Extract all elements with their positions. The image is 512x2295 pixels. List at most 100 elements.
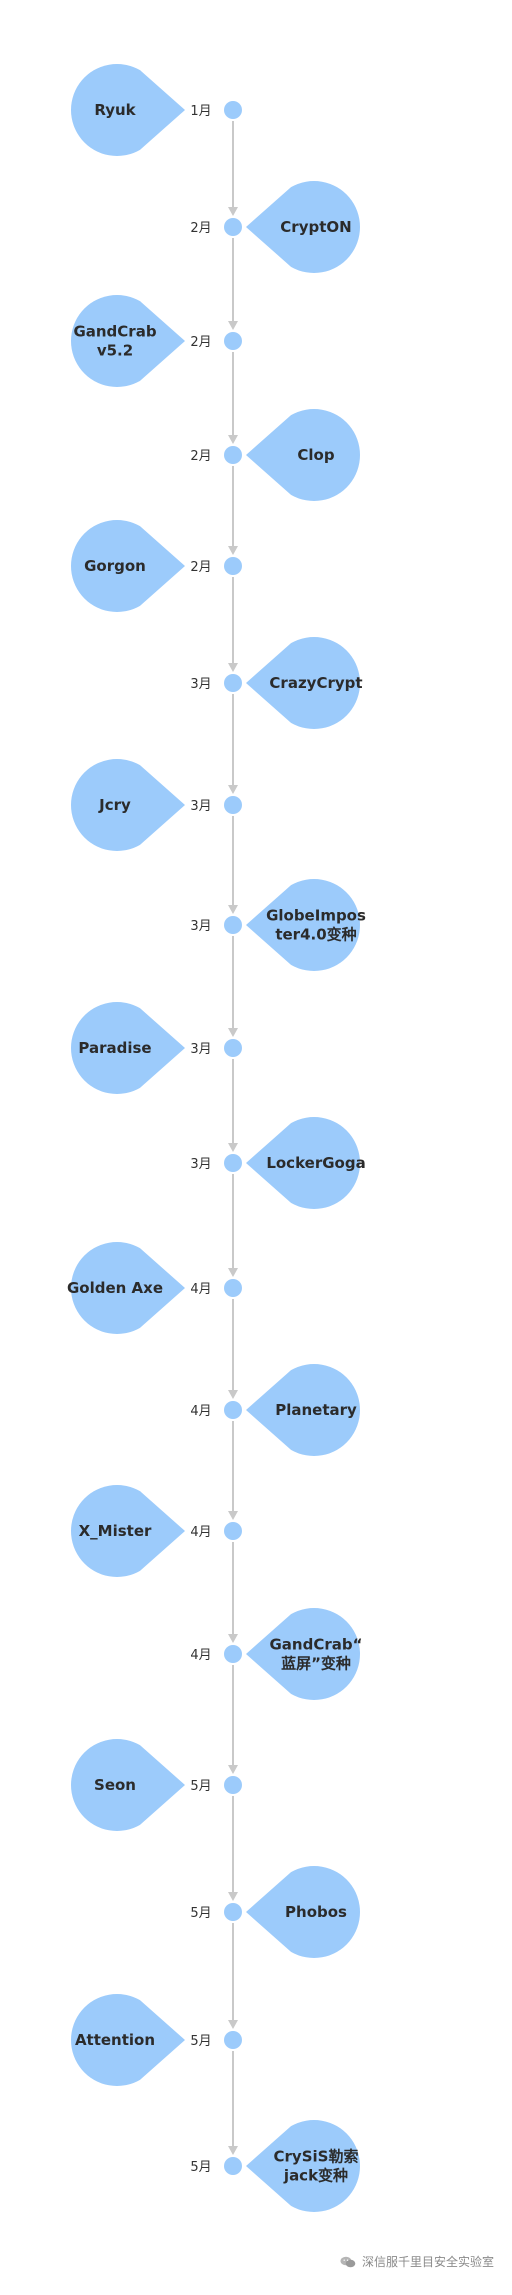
timeline-event: 4月 Golden Axe	[67, 1242, 242, 1334]
month-label: 5月	[190, 1779, 211, 1794]
timeline-dot	[224, 796, 242, 814]
timeline-dot	[224, 1645, 242, 1663]
timeline-dot	[224, 446, 242, 464]
timeline-event: 2月 Gorgon	[71, 520, 242, 612]
connector-arrow	[228, 1923, 238, 2029]
timeline-dot	[224, 1522, 242, 1540]
timeline-dot	[224, 1776, 242, 1794]
timeline-event: 1月 Ryuk	[71, 64, 242, 156]
month-label: 3月	[190, 799, 211, 814]
connector-arrow	[228, 816, 238, 914]
connector-arrow	[228, 466, 238, 555]
timeline-dot	[224, 557, 242, 575]
timeline-dot	[224, 332, 242, 350]
timeline-event: 2月 CryptON	[190, 181, 360, 273]
ransomware-name: Golden Axe	[67, 1279, 163, 1297]
timeline-event: 4月 GandCrab“蓝屏”变种	[190, 1608, 362, 1700]
month-label: 4月	[190, 1404, 211, 1419]
month-label: 4月	[190, 1282, 211, 1297]
ransomware-name: Attention	[75, 2031, 155, 2049]
timeline-dot	[224, 2031, 242, 2049]
month-label: 3月	[190, 1157, 211, 1172]
connector-arrow	[228, 2051, 238, 2155]
month-label: 2月	[190, 560, 211, 575]
month-label: 3月	[190, 677, 211, 692]
ransomware-name: Paradise	[78, 1039, 151, 1057]
connector-layer	[228, 121, 238, 2155]
month-label: 3月	[190, 1042, 211, 1057]
month-label: 4月	[190, 1525, 211, 1540]
ransomware-name: Clop	[297, 446, 334, 464]
connector-arrow	[228, 1665, 238, 1774]
connector-arrow	[228, 352, 238, 444]
ransomware-name: GandCrab“	[270, 1636, 363, 1654]
wechat-icon	[340, 2256, 356, 2268]
timeline-event: 5月 Attention	[71, 1994, 242, 2086]
connector-arrow	[228, 694, 238, 794]
month-label: 4月	[190, 1648, 211, 1663]
timeline-dot	[224, 101, 242, 119]
timeline-dot	[224, 916, 242, 934]
month-label: 2月	[190, 449, 211, 464]
watermark: 深信服千里目安全实验室	[340, 2253, 494, 2270]
ransomware-name: Seon	[94, 1776, 136, 1794]
month-label: 3月	[190, 919, 211, 934]
timeline-dot	[224, 1903, 242, 1921]
timeline-dot	[224, 1039, 242, 1057]
month-label: 1月	[190, 104, 211, 119]
connector-arrow	[228, 577, 238, 672]
ransomware-name: Gorgon	[84, 557, 146, 575]
connector-arrow	[228, 1174, 238, 1277]
ransomware-name: Ryuk	[94, 101, 136, 119]
ransomware-name: CrazyCrypt	[269, 674, 362, 692]
timeline-event: 4月 Planetary	[190, 1364, 360, 1456]
watermark-text: 深信服千里目安全实验室	[362, 2253, 494, 2270]
timeline-event: 5月 Phobos	[190, 1866, 360, 1958]
ransomware-name: GandCrab	[73, 323, 156, 341]
ransomware-name: Jcry	[98, 796, 131, 814]
connector-arrow	[228, 1796, 238, 1901]
month-label: 2月	[190, 335, 211, 350]
timeline-event: 2月 Clop	[190, 409, 360, 501]
timeline-dot	[224, 674, 242, 692]
ransomware-name: CryptON	[280, 218, 351, 236]
ransomware-name: jack变种	[283, 2167, 348, 2185]
connector-arrow	[228, 936, 238, 1037]
month-label: 2月	[190, 221, 211, 236]
timeline-event: 3月 CrazyCrypt	[190, 637, 362, 729]
connector-arrow	[228, 1299, 238, 1399]
connector-arrow	[228, 1059, 238, 1152]
ransomware-name: ter4.0变种	[275, 926, 356, 944]
ransomware-name: v5.2	[97, 342, 133, 360]
timeline-event: 3月 Paradise	[71, 1002, 242, 1094]
month-label: 5月	[190, 1906, 211, 1921]
month-label: 5月	[190, 2160, 211, 2175]
timeline-event: 5月 Seon	[71, 1739, 242, 1831]
month-label: 5月	[190, 2034, 211, 2049]
connector-arrow	[228, 238, 238, 330]
timeline-dot	[224, 2157, 242, 2175]
ransomware-name: 蓝屏”变种	[281, 1655, 351, 1673]
timeline-event: 3月 Jcry	[71, 759, 242, 851]
timeline-dot	[224, 1279, 242, 1297]
ransomware-name: Phobos	[285, 1903, 347, 1921]
ransomware-name: GlobeImpos	[266, 907, 366, 925]
ransomware-name: LockerGoga	[266, 1154, 365, 1172]
timeline-event: 3月 LockerGoga	[190, 1117, 365, 1209]
connector-arrow	[228, 1421, 238, 1520]
ransomware-name: CrySiS勒索	[274, 2148, 359, 2166]
ransomware-name: Planetary	[275, 1401, 357, 1419]
node-layer: 1月 Ryuk 2月 CryptON 2月 GandCrabv5.2 2月 Clop 2月 Gor…	[67, 64, 366, 2212]
ransomware-name: X_Mister	[79, 1522, 152, 1540]
timeline-dot	[224, 1154, 242, 1172]
timeline-event: 4月 X_Mister	[71, 1485, 242, 1577]
connector-arrow	[228, 1542, 238, 1643]
timeline-dot	[224, 218, 242, 236]
connector-arrow	[228, 121, 238, 216]
timeline-dot	[224, 1401, 242, 1419]
